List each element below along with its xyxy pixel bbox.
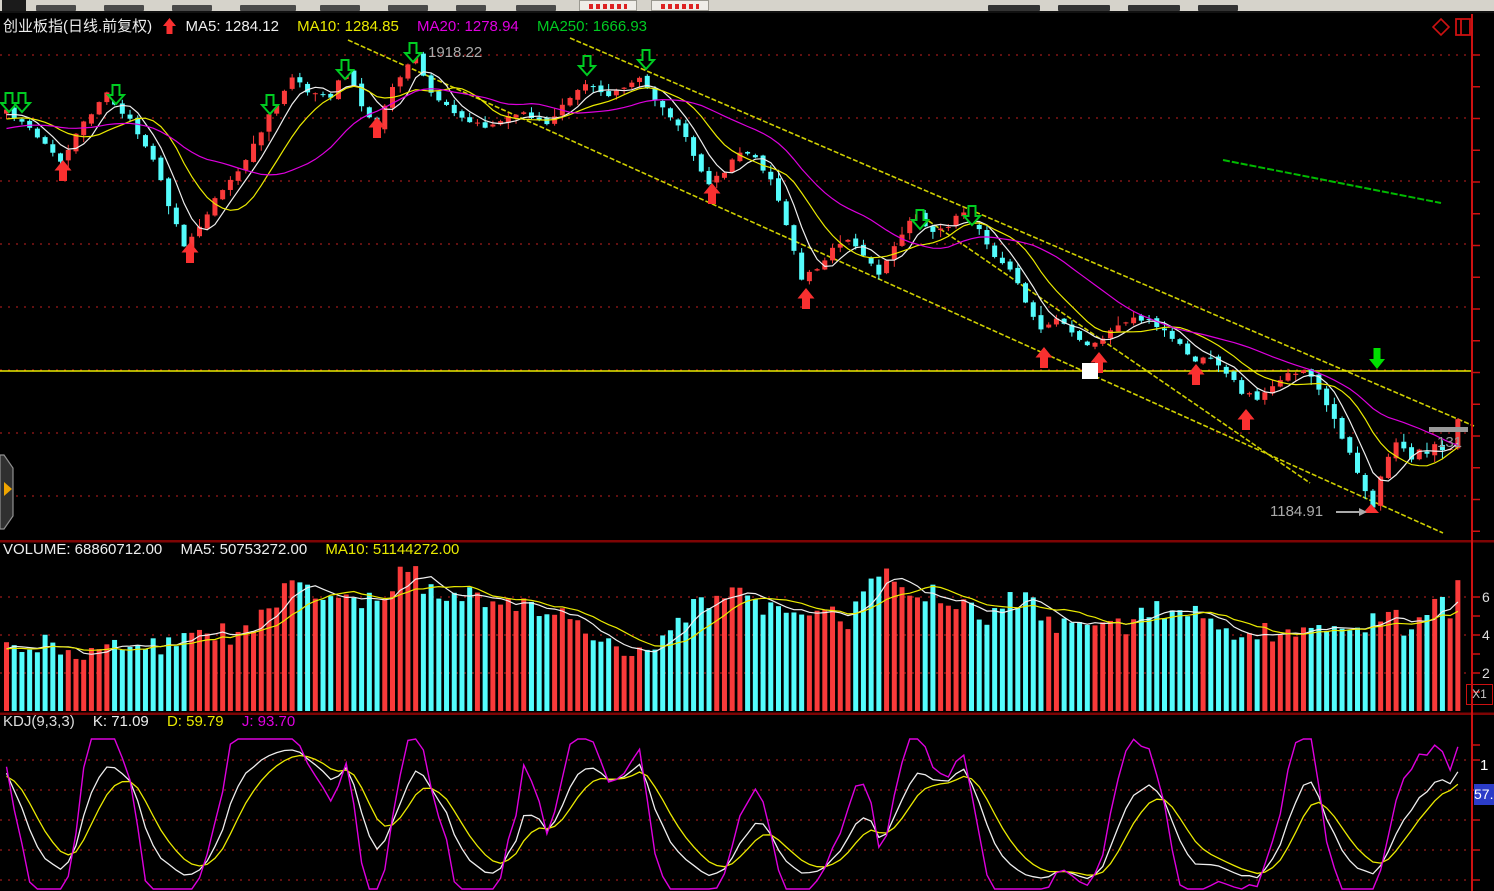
menu-button-red-2[interactable] (651, 0, 709, 11)
vol-axis-6: 6 (1482, 589, 1490, 605)
menu-item[interactable] (36, 5, 76, 11)
volume-label: VOLUME: 68860712.00 (3, 541, 163, 558)
pane-corner-icons (1431, 17, 1472, 42)
menu-item[interactable] (172, 5, 212, 11)
kdj-j-label: J: 93.70 (241, 713, 296, 730)
chart-area: 创业板指(日线.前复权) MA5: 1284.12 MA10: 1284.85 … (0, 13, 1494, 891)
volume-ma10-label: MA10: 51144272.00 (325, 541, 460, 558)
volume-multiplier-badge: X1 (1466, 684, 1493, 705)
peak-price-annotation: 1918.22 (428, 44, 483, 61)
icons (1431, 17, 1471, 37)
expand-arrow-icon (4, 482, 12, 496)
chart-canvas[interactable] (0, 13, 1494, 891)
app-icon[interactable] (2, 0, 26, 11)
menu-item[interactable] (1198, 5, 1238, 11)
split-window-icon[interactable] (1455, 18, 1471, 36)
kdj-name-label: KDJ(9,3,3) (3, 713, 75, 730)
ma10-label: MA10: 1284.85 (297, 18, 399, 35)
ma250-label: MA250: 1666.93 (536, 18, 648, 35)
low-price-annotation: 1184.91 (1270, 503, 1324, 520)
left-panel-handle[interactable] (0, 449, 16, 535)
volume-header: VOLUME: 68860712.00 MA5: 50753272.00 MA1… (3, 541, 473, 558)
menu-item[interactable] (388, 5, 428, 11)
menu-item[interactable] (516, 5, 556, 11)
kdj-header: KDJ(9,3,3) K: 71.09 D: 59.79 J: 93.70 (3, 713, 309, 730)
ma5-label: MA5: 1284.12 (185, 18, 279, 35)
menu-item[interactable] (456, 5, 486, 11)
main-chart-header: 创业板指(日线.前复权) MA5: 1284.12 MA10: 1284.85 … (3, 15, 661, 36)
up-arrow-icon (163, 18, 177, 34)
volume-ma5-label: MA5: 50753272.00 (180, 541, 308, 558)
diamond-icon[interactable] (1431, 17, 1451, 37)
ma20-label: MA20: 1278.94 (417, 18, 519, 35)
kdj-k-label: K: 71.09 (92, 713, 149, 730)
kdj-d-label: D: 59.79 (166, 713, 224, 730)
last-price-label: 131 (1437, 434, 1463, 451)
menu-item[interactable] (988, 5, 1040, 11)
menu-item[interactable] (240, 5, 296, 11)
menu-item[interactable] (1128, 5, 1180, 11)
menu-item[interactable] (320, 5, 360, 11)
menu-item[interactable] (104, 5, 144, 11)
menubar[interactable] (0, 0, 1494, 13)
menu-button-red-1[interactable] (579, 0, 637, 11)
instrument-title: 创业板指(日线.前复权) (3, 18, 153, 35)
menu-item[interactable] (1058, 5, 1110, 11)
vol-axis-2: 2 (1482, 665, 1490, 681)
vol-axis-4: 4 (1482, 627, 1490, 643)
kdj-current-value-badge: 57. (1474, 784, 1494, 805)
kdj-axis-top-label: 1 (1480, 757, 1489, 774)
